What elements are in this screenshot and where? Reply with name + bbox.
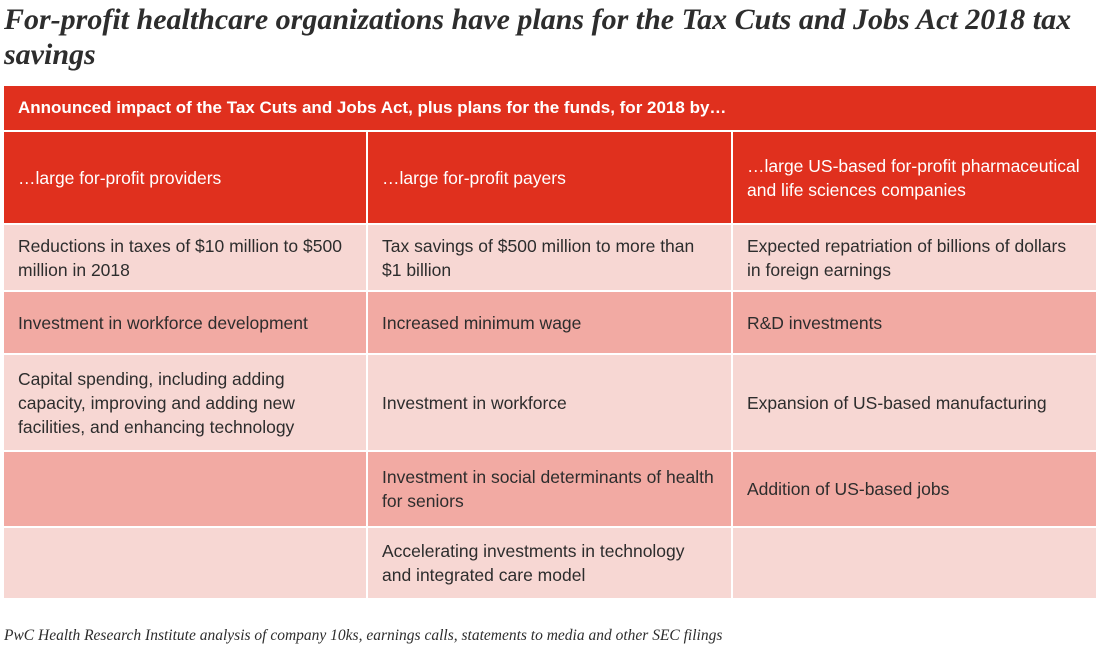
table-banner: Announced impact of the Tax Cuts and Job… [4, 86, 1096, 130]
table-cell: Tax savings of $500 million to more than… [368, 225, 731, 290]
table-cell: Investment in social determinants of hea… [368, 452, 731, 526]
table-cell: Investment in workforce development [4, 292, 366, 353]
table-cell: Reductions in taxes of $10 million to $5… [4, 225, 366, 290]
table-cell: Addition of US-based jobs [733, 452, 1096, 526]
table-row: Investment in workforce development Incr… [4, 292, 1096, 353]
table-cell-empty [4, 528, 366, 598]
table-header-row: …large for-profit providers …large for-p… [4, 132, 1096, 223]
plans-table: Announced impact of the Tax Cuts and Job… [4, 86, 1096, 600]
table-cell-empty [4, 452, 366, 526]
table-cell-empty [733, 528, 1096, 598]
source-note: PwC Health Research Institute analysis o… [4, 627, 723, 644]
table-cell: Capital spending, including adding capac… [4, 355, 366, 450]
table-cell: Accelerating investments in technology a… [368, 528, 731, 598]
table-cell: Expansion of US-based manufacturing [733, 355, 1096, 450]
table-cell: Investment in workforce [368, 355, 731, 450]
table-row: Reductions in taxes of $10 million to $5… [4, 225, 1096, 290]
column-header-providers: …large for-profit providers [4, 132, 366, 223]
table-cell: Expected repatriation of billions of dol… [733, 225, 1096, 290]
page-title: For-profit healthcare organizations have… [4, 3, 1072, 71]
table-cell: Increased minimum wage [368, 292, 731, 353]
column-header-pharma: …large US-based for-profit pharmaceutica… [733, 132, 1096, 223]
table-cell: R&D investments [733, 292, 1096, 353]
table-row: Accelerating investments in technology a… [4, 528, 1096, 598]
column-header-payers: …large for-profit payers [368, 132, 731, 223]
table-row: Capital spending, including adding capac… [4, 355, 1096, 450]
table-row: Investment in social determinants of hea… [4, 452, 1096, 526]
